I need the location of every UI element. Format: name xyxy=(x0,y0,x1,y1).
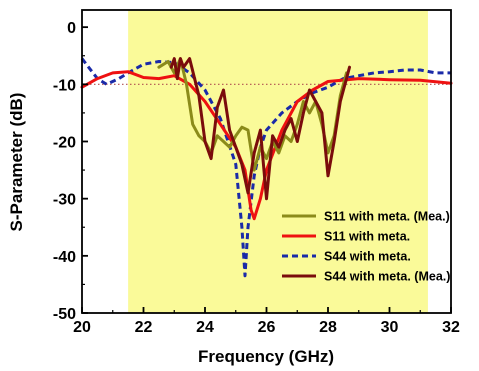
series-layer xyxy=(80,57,453,278)
x-tick-label: 30 xyxy=(381,319,399,336)
x-tick-label: 26 xyxy=(258,319,276,336)
legend-label-4: S44 with meta. (Mea.) xyxy=(324,270,450,284)
series-line-4 xyxy=(169,57,351,201)
legend-label-2: S11 with meta. xyxy=(324,230,410,244)
x-tick-label: 28 xyxy=(319,319,337,336)
y-tick-label: -10 xyxy=(53,77,76,94)
y-tick-label: 0 xyxy=(67,20,76,37)
x-tick-label: 24 xyxy=(196,319,214,336)
y-tick-label: -40 xyxy=(53,249,76,266)
legend: S11 with meta. (Mea.) S11 with meta. S44 w… xyxy=(282,210,450,284)
y-axis-title: S-Parameter (dB) xyxy=(7,93,26,232)
highlight-band-layer xyxy=(128,10,428,313)
x-axis-title: Frequency (GHz) xyxy=(198,347,334,366)
y-tick-label: -30 xyxy=(53,192,76,209)
y-tick-label: -50 xyxy=(53,306,76,323)
y-tick-label: -20 xyxy=(53,134,76,151)
x-tick-label: 20 xyxy=(73,319,91,336)
highlight-band xyxy=(128,10,428,313)
legend-label-1: S11 with meta. (Mea.) xyxy=(324,210,450,224)
x-tick-label: 32 xyxy=(442,319,460,336)
series-line-3 xyxy=(80,57,451,278)
tick-layer: 20 22 24 26 28 30 32 0 -10 -20 -30 -40 -50 xyxy=(53,20,460,336)
x-tick-label: 22 xyxy=(135,319,153,336)
legend-label-3: S44 with meta. xyxy=(324,250,411,264)
